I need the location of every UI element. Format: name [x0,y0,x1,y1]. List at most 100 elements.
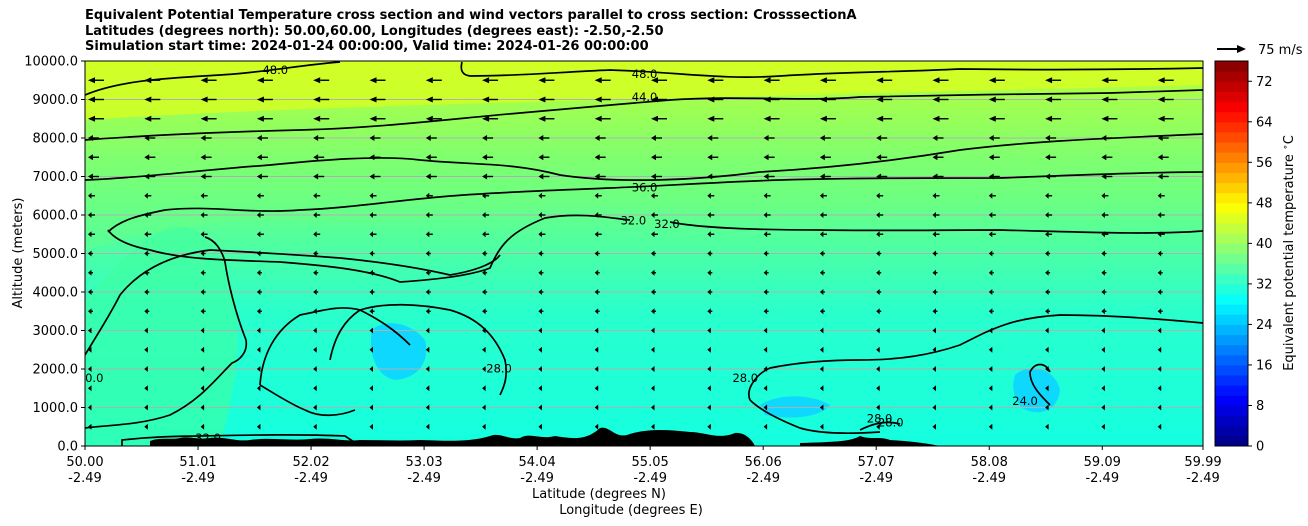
wind-vector-head [988,77,996,84]
wind-vector-head [651,173,656,180]
wind-vector-head [819,385,824,392]
wind-vector-head [819,173,825,180]
wind-vector-head [256,115,264,122]
wind-vector-head [651,308,655,315]
wind-vector-head [538,346,542,353]
wind-vector-head [425,173,431,180]
contour-line [85,61,341,96]
wind-vector-head [200,269,205,276]
wind-vector-head [538,96,546,103]
wind-vector-head [538,154,544,161]
wind-vector-head [425,269,430,276]
wind-vector-head [819,250,824,257]
wind-vector-head [200,96,208,103]
wind-vector-head [256,385,261,392]
wind-vector-head [1101,192,1105,199]
y-tick-label: 3000.0 [33,324,79,339]
x-tick-label-lon: -2.49 [1186,471,1220,486]
quiver-key-label: 75 m/s [1258,43,1303,58]
wind-vector-head [819,115,827,122]
wind-vector-head [1157,423,1162,430]
wind-vector-head [932,404,936,411]
wind-vector-head [932,192,936,199]
wind-vector-head [538,250,542,257]
colorbar-band [1215,152,1248,163]
wind-vector-head [369,154,375,161]
wind-vector-head [763,77,771,84]
wind-vector-head [482,192,486,199]
wind-vector-head [988,115,996,122]
colorbar-tick-label: 64 [1256,115,1273,130]
wind-vector-head [256,404,261,411]
wind-vector-head [763,192,768,199]
wind-vector-head [256,308,261,315]
wind-vector-head [819,346,824,353]
wind-vector-head [1045,231,1049,238]
contour-labels: 48.0 48.0 44.0 36.0 32.0 32.0 28.0 40.0 32.0 28.0… [85,63,1038,445]
wind-vector-head [144,423,148,430]
wind-vector-head [819,269,824,276]
quiver-key-arrowhead [1237,45,1246,53]
wind-vector-head [988,154,994,161]
wind-vector-head [763,423,768,430]
wind-vector-head [200,366,205,372]
wind-vector-head [1045,346,1049,353]
wind-vector-head [988,308,993,315]
wind-vector-head [1157,250,1162,257]
wind-vector-head [932,173,938,180]
wind-vector-head [1045,115,1053,122]
y-tick-label: 8000.0 [33,132,79,147]
wind-vector-head [200,346,205,353]
wind-vector-head [1045,327,1049,334]
wind-vector-head [1157,135,1163,141]
wind-vector-head [594,96,602,103]
wind-vector-head [1101,327,1105,334]
wind-vector-head [651,192,655,199]
wind-vector-head [256,154,262,161]
wind-vector-head [425,346,430,353]
wind-vector-head [482,308,486,315]
colorbar-band [1215,354,1248,366]
colorbar-band [1215,142,1248,153]
x-tick-label-lat: 51.01 [179,455,216,470]
wind-vector-head [1101,346,1105,353]
wind-vector-head [1157,192,1162,199]
wind-vector-head [932,231,936,238]
wind-vector-head [763,212,768,218]
wind-vector-head [651,366,655,372]
colorbar-band [1215,375,1248,386]
wind-vector-head [313,96,321,103]
wind-vector-head [482,327,486,334]
wind-vectors [88,77,1174,430]
wind-vector-head [988,250,993,257]
wind-vector-head [313,250,317,257]
wind-vector-head [1045,192,1049,199]
wind-vector-head [538,192,542,199]
x-tick-label-lat: 59.99 [1184,455,1221,470]
contour-label: 32.0 [654,217,680,231]
wind-vector-head [651,96,658,103]
wind-vector-head [369,346,373,353]
wind-vector-head [932,250,936,257]
wind-vector-head [1101,231,1105,238]
wind-vector-head [200,115,208,122]
wind-vector-head [819,327,824,334]
wind-vector-head [1157,154,1163,161]
wind-vector-head [88,173,93,180]
wind-vector-head [482,385,486,392]
wind-vector-head [369,135,375,141]
wind-vector-head [819,192,824,199]
y-tick-label: 6000.0 [33,209,79,224]
wind-vector-head [313,212,317,218]
wind-vector-head [988,385,993,392]
wind-vector-head [1157,115,1165,122]
wind-vector-head [707,269,711,276]
wind-vector-head [256,173,262,180]
wind-vector-head [313,423,317,430]
wind-vector-head [425,385,430,392]
wind-vector-head [932,385,936,392]
colorbar-band [1215,243,1248,254]
wind-vector-head [144,115,152,122]
colorbar-band [1215,202,1248,214]
y-tick-label: 10000.0 [24,55,78,70]
